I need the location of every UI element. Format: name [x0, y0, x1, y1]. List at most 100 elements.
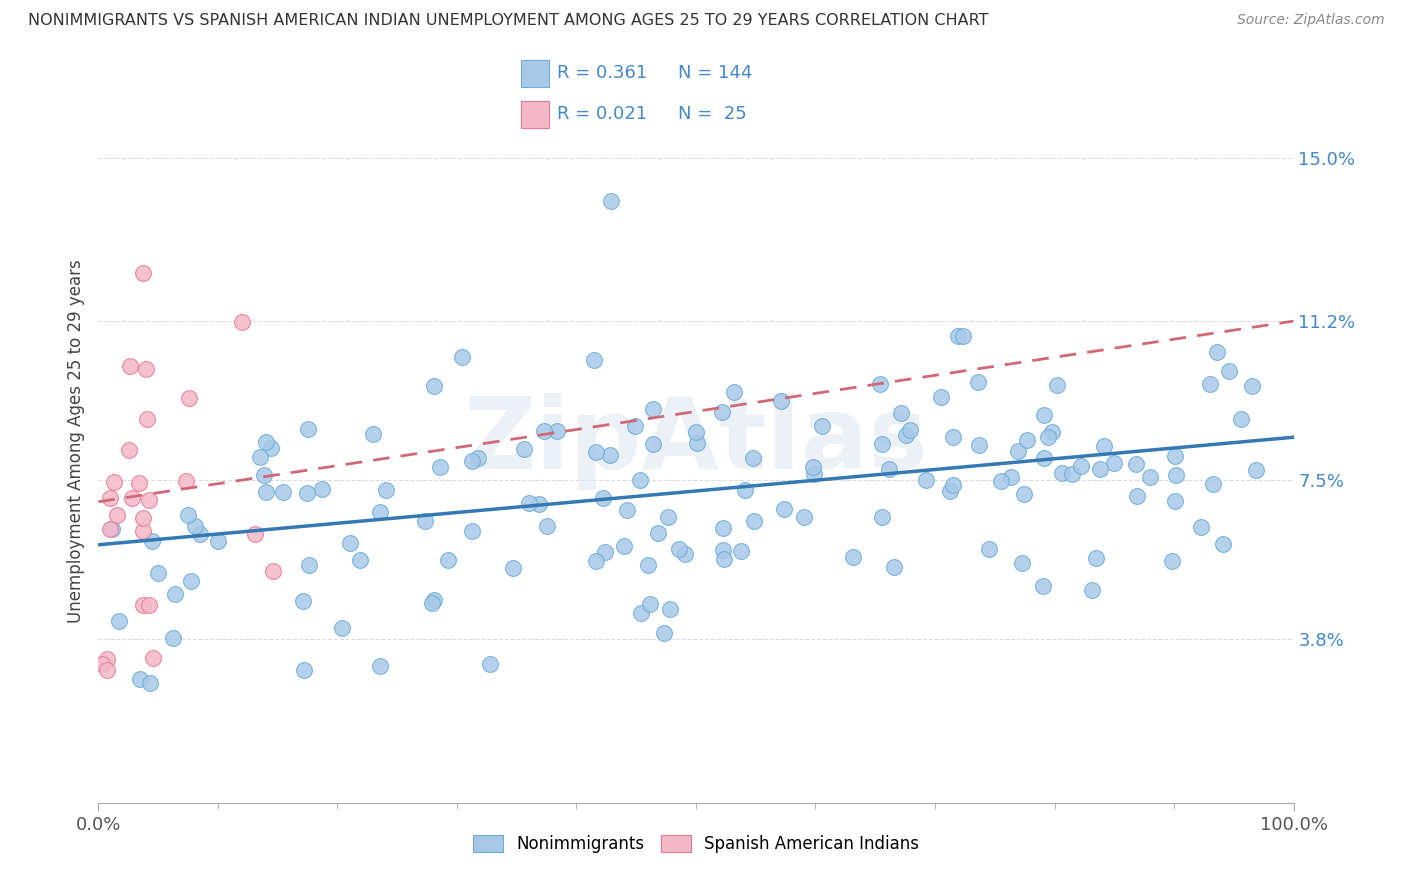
Point — [979, 542, 1001, 557]
Point — [423, 593, 446, 607]
Point — [139, 676, 162, 690]
Point — [132, 510, 155, 524]
Point — [1244, 463, 1267, 477]
Point — [942, 430, 965, 444]
Point — [616, 502, 638, 516]
Point — [98, 522, 121, 536]
Point — [118, 443, 141, 458]
Point — [527, 497, 550, 511]
Point — [811, 418, 834, 433]
Point — [176, 475, 198, 489]
Point — [1241, 378, 1264, 392]
Point — [132, 266, 155, 280]
Point — [249, 450, 271, 464]
Point — [292, 594, 315, 608]
Point — [641, 402, 664, 417]
Point — [1007, 444, 1029, 458]
Point — [253, 467, 276, 482]
Legend: Nonimmigrants, Spanish American Indians: Nonimmigrants, Spanish American Indians — [465, 828, 927, 860]
Point — [641, 436, 664, 450]
Point — [600, 194, 623, 208]
Point — [946, 329, 969, 343]
Point — [585, 554, 607, 568]
Point — [138, 493, 160, 508]
Point — [132, 524, 155, 539]
Point — [260, 441, 283, 455]
Point — [502, 561, 524, 575]
Point — [135, 362, 157, 376]
Point — [98, 491, 121, 506]
Point — [585, 445, 607, 459]
Point — [942, 478, 965, 492]
Point — [967, 438, 990, 452]
Point — [188, 527, 211, 541]
Point — [1139, 470, 1161, 484]
Point — [349, 553, 371, 567]
Point — [184, 519, 207, 533]
Point — [437, 553, 460, 567]
Bar — [522, 60, 548, 87]
Point — [898, 423, 921, 437]
Point — [793, 510, 815, 524]
Point — [803, 467, 825, 481]
Point — [368, 659, 391, 673]
Point — [105, 508, 128, 522]
Point — [1102, 456, 1125, 470]
Point — [668, 541, 690, 556]
Point — [128, 672, 150, 686]
Point — [271, 485, 294, 500]
Point — [686, 436, 709, 450]
Point — [1084, 551, 1107, 566]
Text: R = 0.021: R = 0.021 — [557, 105, 647, 123]
Bar — [522, 101, 548, 128]
Point — [1015, 433, 1038, 447]
Point — [292, 663, 315, 677]
Point — [330, 621, 353, 635]
Point — [713, 552, 735, 566]
Point — [1164, 449, 1187, 463]
Point — [339, 535, 361, 549]
Point — [141, 534, 163, 549]
Point — [107, 614, 129, 628]
Point — [546, 424, 568, 438]
Point — [479, 657, 502, 671]
Point — [583, 353, 606, 368]
Point — [1000, 470, 1022, 484]
Point — [657, 510, 679, 524]
Point — [741, 450, 763, 465]
Point — [1036, 430, 1059, 444]
Point — [1164, 468, 1187, 483]
Point — [91, 657, 114, 671]
Point — [1070, 458, 1092, 473]
Point — [1164, 494, 1187, 508]
Text: N = 144: N = 144 — [678, 64, 752, 82]
Point — [96, 663, 118, 677]
Point — [96, 652, 118, 666]
Point — [121, 491, 143, 505]
Point — [536, 518, 558, 533]
Point — [890, 406, 912, 420]
Point — [513, 442, 536, 457]
Point — [451, 350, 474, 364]
Text: R = 0.361: R = 0.361 — [557, 64, 647, 82]
Point — [1229, 412, 1251, 426]
Point — [420, 596, 443, 610]
Point — [103, 475, 125, 489]
Point — [952, 329, 974, 343]
Point — [180, 574, 202, 588]
Point — [742, 514, 765, 528]
Point — [842, 550, 865, 565]
Point — [176, 508, 198, 523]
Point — [1161, 554, 1184, 568]
Point — [1032, 408, 1054, 422]
Point — [142, 651, 165, 665]
Point — [136, 412, 159, 426]
Point — [146, 566, 169, 580]
Point — [422, 378, 444, 392]
Point — [713, 521, 735, 535]
Point — [869, 376, 891, 391]
Point — [1052, 466, 1074, 480]
Point — [101, 522, 124, 536]
Point — [883, 559, 905, 574]
Point — [894, 428, 917, 442]
